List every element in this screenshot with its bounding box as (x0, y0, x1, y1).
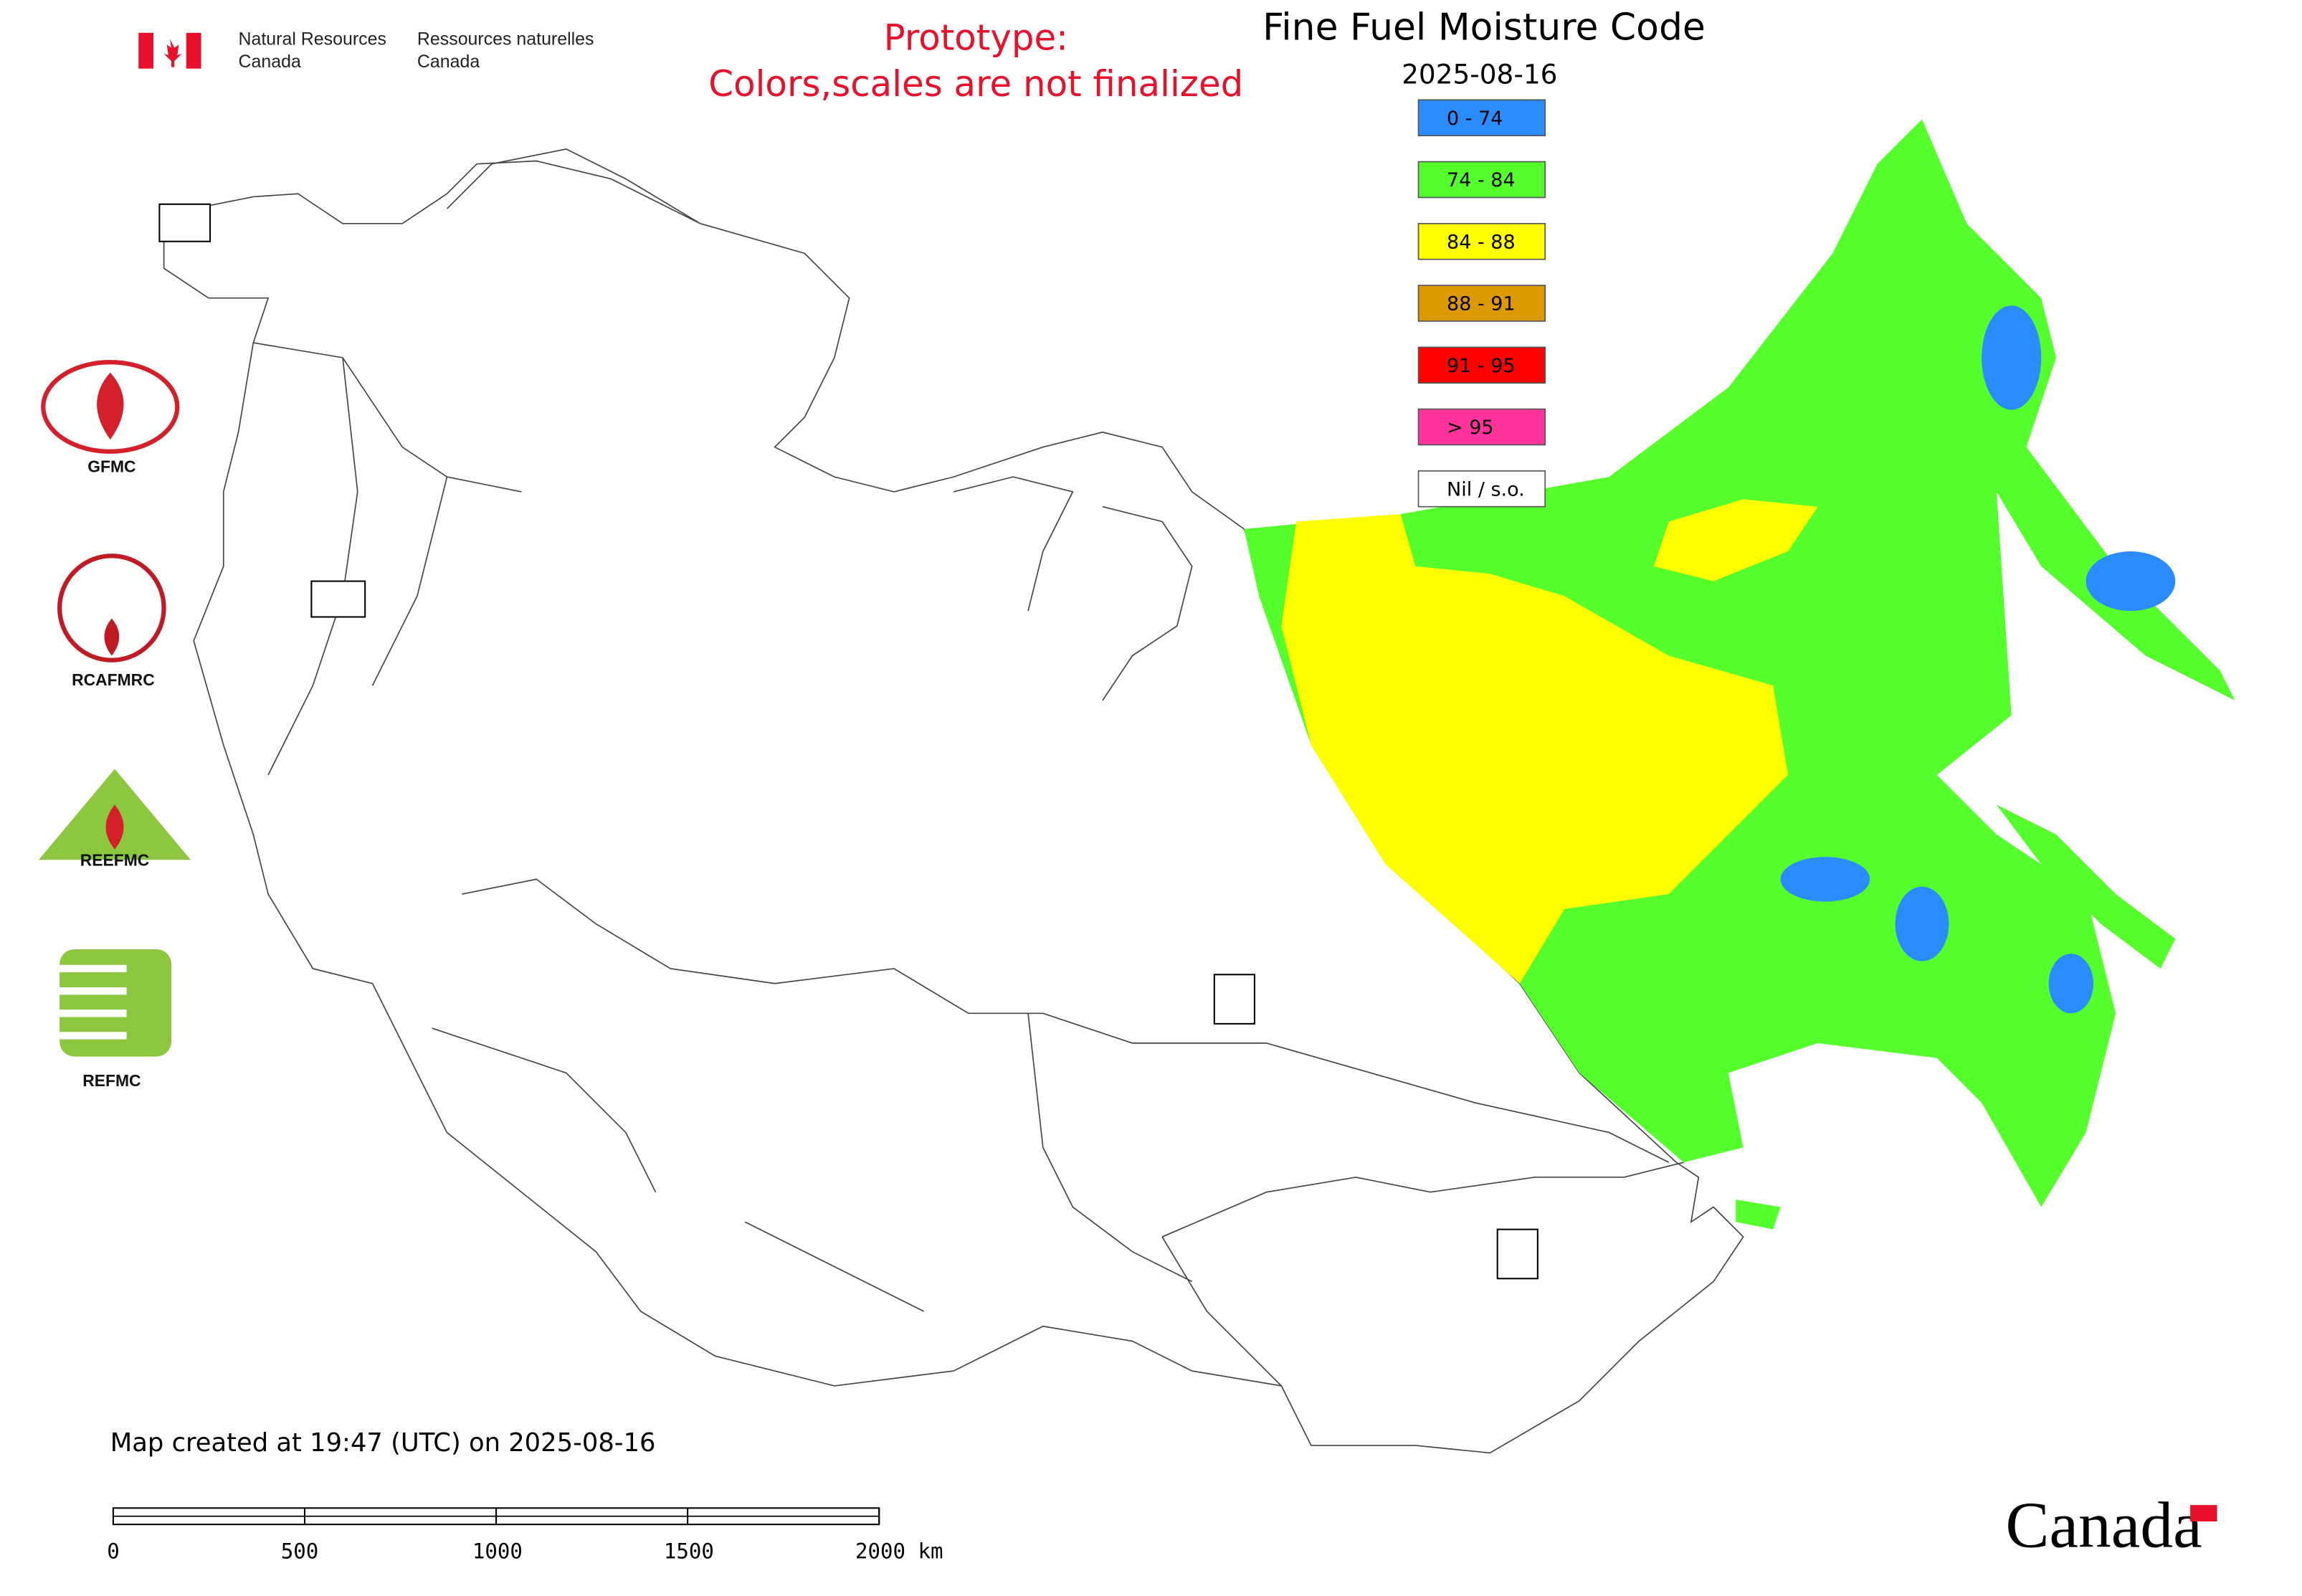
logo-text: REEFMC (80, 850, 150, 869)
department-fr: Canada (417, 52, 480, 72)
legend-swatch (1417, 222, 1546, 260)
canada-wordmark: Canada (2005, 1489, 2202, 1562)
legend-swatch (1417, 346, 1546, 384)
map-title: Fine Fuel Moisture Code (1262, 6, 1706, 49)
legend: 0 - 74 74 - 84 84 - 88 88 - 91 91 - 95 > 95 Ni… (1417, 99, 1546, 508)
ffmc-field (1244, 119, 2235, 1230)
legend-swatch (1417, 161, 1546, 199)
legend-swatch (1417, 408, 1546, 446)
map-date: 2025-08-16 (1402, 59, 1557, 90)
side-logos: GFMC RCAFMRC REEFMC REFMC (39, 359, 191, 1090)
scale-bar: 0 500 1000 1500 2000 km (107, 1507, 943, 1564)
legend-swatch (1417, 99, 1546, 137)
logo-label: REFMC (82, 1071, 141, 1090)
legend-label: 84 - 88 (1447, 231, 1516, 253)
scale-label: 2000 km (855, 1539, 943, 1564)
scale-label: 500 (281, 1539, 319, 1564)
department-signature: Natural Resources Canada Ressources natu… (138, 29, 594, 72)
scale-label: 0 (107, 1539, 120, 1564)
creation-note: Map created at 19:47 (UTC) on 2025-08-16 (110, 1428, 656, 1458)
legend-swatch (1417, 285, 1546, 322)
department-en: Canada (239, 52, 301, 72)
department-fr: Ressources naturelles (417, 29, 594, 49)
wordmark-flag (2190, 1505, 2217, 1522)
centre-markers (158, 203, 1538, 1280)
legend-label: 74 - 84 (1447, 169, 1516, 191)
prototype-notice: Colors,scales are not finalized (708, 63, 1243, 105)
scale-label: 1500 (664, 1539, 714, 1564)
legend-label: 0 - 74 (1447, 108, 1503, 130)
legend-label: Nil / s.o. (1447, 478, 1525, 500)
department-en: Natural Resources (239, 29, 386, 49)
logo-label: GFMC (87, 457, 135, 476)
legend-label: 88 - 91 (1447, 293, 1516, 315)
prototype-notice: Prototype: (884, 17, 1068, 59)
legend-label: 91 - 95 (1447, 355, 1516, 377)
legend-swatch (1417, 470, 1546, 508)
legend-label: > 95 (1447, 417, 1494, 439)
scale-label: 1000 (472, 1539, 523, 1564)
logo-label: RCAFMRC (72, 670, 155, 689)
